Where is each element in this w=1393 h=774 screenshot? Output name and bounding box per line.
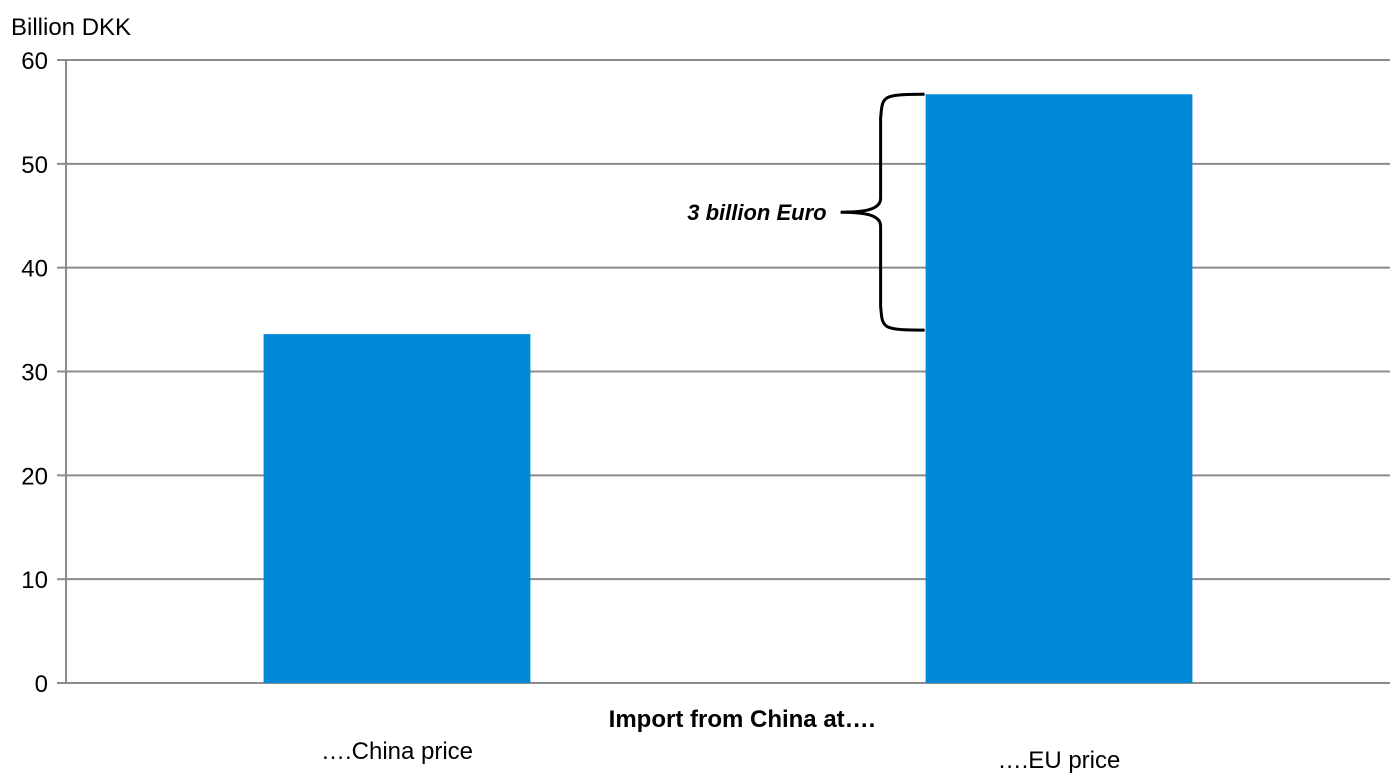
annotation-label: 3 billion Euro [687,200,826,225]
x-category-label: ….China price [321,738,473,765]
y-tick-label: 0 [35,671,48,698]
brace-annotation [840,92,925,332]
bars [263,94,1193,683]
y-tick-label: 20 [21,463,48,490]
x-category-label: ….EU price [998,747,1121,774]
annotation-group: 3 billion Euro [687,92,925,332]
bar [263,334,531,683]
y-tick-label: 40 [21,256,48,283]
y-tick-label: 10 [21,567,48,594]
y-axis-unit-label: Billion DKK [11,14,131,41]
y-tick-label: 60 [21,48,48,75]
x-axis-title: Import from China at…. [609,706,876,733]
bar [925,94,1193,683]
y-tick-label: 50 [21,152,48,179]
y-tick-label: 30 [21,360,48,387]
category-labels: ….China price ….EU price [321,738,1120,774]
y-axis-ticks: 0 10 20 30 40 50 60 [21,48,67,698]
